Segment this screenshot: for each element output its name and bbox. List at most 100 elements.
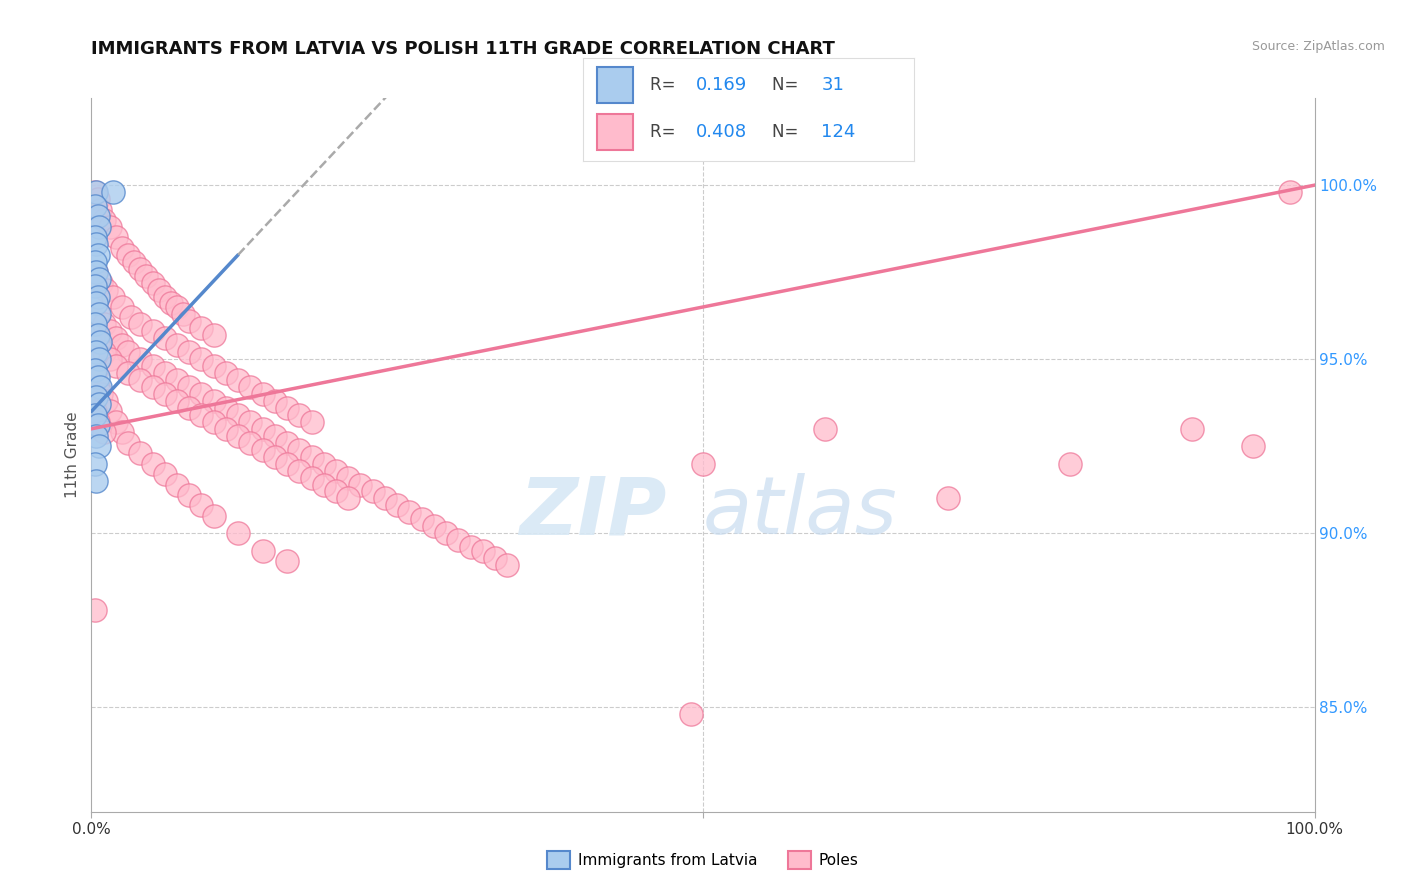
Point <box>264 394 287 409</box>
Point <box>89 202 111 217</box>
Point <box>172 307 194 321</box>
Point <box>1181 422 1204 436</box>
Point <box>93 318 115 332</box>
Point <box>153 387 176 401</box>
Text: atlas: atlas <box>703 473 898 551</box>
Point <box>264 429 287 443</box>
Point <box>87 397 110 411</box>
Point <box>337 491 360 506</box>
Point <box>86 327 108 342</box>
Point <box>87 307 110 321</box>
Point <box>98 324 121 338</box>
Point <box>84 362 107 376</box>
Point <box>86 210 108 224</box>
Point <box>190 499 212 513</box>
Point <box>460 540 482 554</box>
Point <box>1243 439 1265 453</box>
Point <box>129 446 152 460</box>
Text: ZIP: ZIP <box>519 473 666 551</box>
Point <box>84 318 107 332</box>
Point <box>87 352 110 367</box>
Point <box>239 415 262 429</box>
Point <box>179 380 201 394</box>
Point <box>84 391 107 405</box>
Point <box>93 425 115 440</box>
Point <box>276 435 298 450</box>
Point <box>411 512 433 526</box>
Point <box>111 338 134 352</box>
Point <box>98 352 121 367</box>
Point <box>104 230 127 244</box>
Point <box>1279 185 1302 199</box>
Point <box>104 331 127 345</box>
Point <box>423 519 446 533</box>
Point <box>94 394 117 409</box>
Point <box>90 387 112 401</box>
Point <box>166 477 188 491</box>
Point <box>129 373 152 387</box>
Point <box>111 425 134 440</box>
Point <box>86 248 108 262</box>
Point <box>226 526 249 541</box>
Point <box>89 380 111 394</box>
Point <box>215 401 238 415</box>
Point <box>86 369 108 384</box>
Point <box>692 457 714 471</box>
Text: 0.408: 0.408 <box>696 123 747 141</box>
Point <box>84 345 107 359</box>
Point <box>104 415 127 429</box>
Point <box>84 185 107 199</box>
Point <box>86 289 108 303</box>
Point <box>86 307 108 321</box>
Point <box>239 435 262 450</box>
Point <box>84 404 107 418</box>
Point <box>166 394 188 409</box>
Point <box>288 464 311 478</box>
Point <box>135 268 157 283</box>
Point <box>117 366 139 380</box>
Text: IMMIGRANTS FROM LATVIA VS POLISH 11TH GRADE CORRELATION CHART: IMMIGRANTS FROM LATVIA VS POLISH 11TH GR… <box>91 40 835 58</box>
Point <box>84 185 107 199</box>
Point <box>94 283 117 297</box>
Point <box>679 707 702 722</box>
Point <box>86 415 108 429</box>
Point <box>141 324 163 338</box>
Point <box>84 457 107 471</box>
Point <box>471 543 494 558</box>
Point <box>103 289 125 303</box>
Text: R=: R= <box>650 76 681 94</box>
Point <box>120 310 142 325</box>
Point <box>93 213 115 227</box>
Point <box>301 470 323 484</box>
Point <box>117 345 139 359</box>
Point <box>93 345 115 359</box>
Point <box>374 491 396 506</box>
Point <box>398 505 420 519</box>
Point <box>179 314 201 328</box>
Point <box>153 289 176 303</box>
Point <box>111 241 134 255</box>
Point <box>434 526 457 541</box>
Point <box>252 422 274 436</box>
Point <box>129 318 152 332</box>
Point <box>202 508 225 523</box>
Point <box>936 491 959 506</box>
Point <box>87 439 110 453</box>
Point <box>179 345 201 359</box>
Point <box>202 359 225 373</box>
Point <box>122 254 145 268</box>
Point <box>337 470 360 484</box>
Point <box>98 404 121 418</box>
Point <box>190 321 212 335</box>
Text: N=: N= <box>772 76 803 94</box>
Text: Source: ZipAtlas.com: Source: ZipAtlas.com <box>1251 40 1385 54</box>
Point <box>86 380 108 394</box>
Point <box>141 457 163 471</box>
Point <box>325 484 347 499</box>
Point <box>84 254 107 268</box>
Point <box>385 499 409 513</box>
Point <box>84 237 107 252</box>
Point <box>1059 457 1081 471</box>
Point <box>226 429 249 443</box>
Point <box>301 450 323 464</box>
